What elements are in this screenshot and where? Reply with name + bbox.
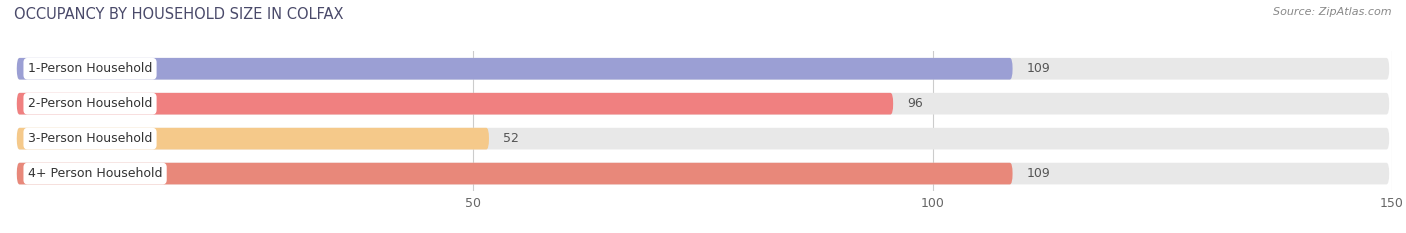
Text: OCCUPANCY BY HOUSEHOLD SIZE IN COLFAX: OCCUPANCY BY HOUSEHOLD SIZE IN COLFAX — [14, 7, 343, 22]
FancyBboxPatch shape — [17, 128, 489, 150]
Text: 52: 52 — [503, 132, 519, 145]
FancyBboxPatch shape — [17, 93, 893, 115]
Text: 109: 109 — [1026, 167, 1050, 180]
FancyBboxPatch shape — [17, 58, 1389, 80]
Text: 96: 96 — [907, 97, 922, 110]
Text: 3-Person Household: 3-Person Household — [28, 132, 152, 145]
FancyBboxPatch shape — [17, 128, 1389, 150]
Text: 4+ Person Household: 4+ Person Household — [28, 167, 162, 180]
FancyBboxPatch shape — [17, 93, 1389, 115]
FancyBboxPatch shape — [17, 163, 1012, 185]
Text: 109: 109 — [1026, 62, 1050, 75]
FancyBboxPatch shape — [17, 163, 1389, 185]
Text: Source: ZipAtlas.com: Source: ZipAtlas.com — [1274, 7, 1392, 17]
Text: 1-Person Household: 1-Person Household — [28, 62, 152, 75]
FancyBboxPatch shape — [17, 58, 1012, 80]
Text: 2-Person Household: 2-Person Household — [28, 97, 152, 110]
